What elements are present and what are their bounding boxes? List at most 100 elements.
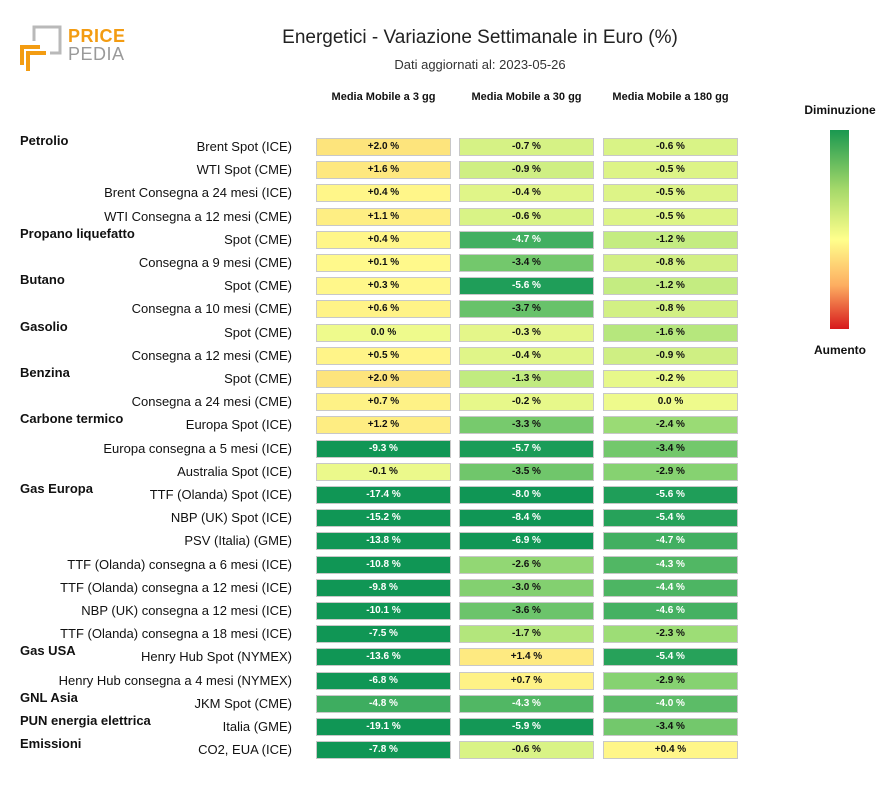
table-row: Consegna a 10 mesi (CME) +0.6 % -3.7 % -0.8… [0, 298, 760, 321]
table-row: WTI Spot (CME) +1.6 % -0.9 % -0.5 % [0, 159, 760, 182]
table-row: Australia Spot (ICE) -0.1 % -3.5 % -2.9 % [0, 461, 760, 484]
value-cell: -4.7 % [459, 230, 594, 249]
logo-mark [20, 25, 62, 71]
row-label: Europa consegna a 5 mesi (ICE) [103, 440, 292, 456]
table-row: Butano Spot (CME) +0.3 % -5.6 % -1.2 % [0, 272, 760, 298]
value-cell: +0.4 % [316, 184, 451, 203]
value-cell: -4.3 % [603, 555, 738, 574]
table-row: TTF (Olanda) consegna a 18 mesi (ICE) -7.… [0, 623, 760, 646]
table-row: PUN energia elettrica Italia (GME) -19.1 %… [0, 713, 760, 739]
value-cell: +0.3 % [316, 277, 451, 296]
table-row: GNL Asia JKM Spot (CME) -4.8 % -4.3 % -4.0 % [0, 689, 760, 716]
row-label: Spot (CME) [224, 324, 292, 340]
value-cell: -2.4 % [603, 416, 738, 435]
row-label: Consegna a 24 mesi (CME) [131, 394, 292, 410]
row-label: Consegna a 10 mesi (CME) [131, 301, 292, 317]
logo-text-pedia: PEDIA [68, 44, 125, 64]
value-cell: -3.4 % [603, 718, 738, 736]
value-cell: -0.4 % [459, 184, 594, 203]
value-cell: -5.9 % [459, 718, 594, 736]
row-label: TTF (Olanda) consegna a 12 mesi (ICE) [60, 579, 292, 595]
value-cell: +1.6 % [316, 161, 451, 180]
row-label: Spot (CME) [224, 371, 292, 386]
table-row: Propano liquefatto Spot (CME) +0.4 % -4.7 %… [0, 226, 760, 252]
value-cell: -3.4 % [459, 254, 594, 272]
value-cell: -0.1 % [316, 462, 451, 481]
table-row: TTF (Olanda) consegna a 6 mesi (ICE) -10.… [0, 554, 760, 577]
table-row: Consegna a 9 mesi (CME) +0.1 % -3.4 % -0.8 … [0, 252, 760, 275]
table-row: Europa consegna a 5 mesi (ICE) -9.3 % -5.7… [0, 438, 760, 461]
row-label: TTF (Olanda) Spot (ICE) [149, 487, 292, 502]
row-label: Consegna a 9 mesi (CME) [138, 255, 292, 270]
value-cell: -0.5 % [603, 184, 738, 203]
value-cell: +2.0 % [316, 370, 451, 388]
value-cell: -6.8 % [316, 671, 451, 690]
value-cell: -5.4 % [603, 648, 738, 667]
table-row: Consegna a 24 mesi (CME) +0.7 % -0.2 % 0.0 … [0, 391, 760, 414]
value-cell: -3.0 % [459, 578, 594, 597]
value-cell: 0.0 % [603, 393, 738, 412]
value-cell: -0.6 % [459, 207, 594, 226]
category-label: Emissioni [20, 736, 82, 752]
value-cell: +0.5 % [316, 346, 451, 365]
value-cell: -2.9 % [603, 671, 738, 690]
value-cell: -5.7 % [459, 439, 594, 458]
value-cell: -3.6 % [459, 602, 594, 620]
value-cell: -0.5 % [603, 161, 738, 180]
value-cell: -0.2 % [459, 393, 594, 412]
table-row: Gasolio Spot (CME) 0.0 % -0.3 % -1.6 % [0, 319, 760, 345]
value-cell: -7.5 % [316, 625, 451, 644]
value-cell: -2.6 % [459, 555, 594, 574]
row-label: Spot (CME) [224, 231, 292, 247]
value-cell: -1.2 % [603, 230, 738, 249]
value-cell: -6.9 % [459, 532, 594, 551]
logo-text-price: PRICE [68, 26, 126, 46]
value-cell: +1.4 % [459, 648, 594, 667]
table-row: TTF (Olanda) consegna a 12 mesi (ICE) -9.… [0, 577, 760, 600]
table-row: Brent Consegna a 24 mesi (ICE) +0.4 % -0.4… [0, 182, 760, 205]
value-cell: -0.8 % [603, 254, 738, 272]
value-cell: -10.8 % [316, 555, 451, 574]
value-cell: -4.7 % [603, 532, 738, 551]
value-cell: -3.3 % [459, 416, 594, 435]
value-cell: +2.0 % [316, 138, 451, 156]
legend-label-decrease: Diminuzione [804, 103, 876, 117]
value-cell: -1.7 % [459, 625, 594, 644]
value-cell: -3.5 % [459, 462, 594, 481]
row-label: PSV (Italia) (GME) [184, 533, 292, 549]
category-label: GNL Asia [20, 689, 78, 705]
value-cell: -9.8 % [316, 578, 451, 597]
value-cell: -5.6 % [459, 277, 594, 296]
value-cell: -0.8 % [603, 300, 738, 319]
value-cell: -0.4 % [459, 346, 594, 365]
row-label: JKM Spot (CME) [194, 695, 292, 711]
value-cell: -0.7 % [459, 138, 594, 156]
value-cell: -4.3 % [459, 694, 594, 713]
table-row: Consegna a 12 mesi (CME) +0.5 % -0.4 % -0.9… [0, 345, 760, 368]
value-cell: -4.8 % [316, 694, 451, 713]
category-label: Petrolio [20, 133, 69, 148]
row-label: NBP (UK) Spot (ICE) [170, 510, 292, 526]
table-row: NBP (UK) consegna a 12 mesi (ICE) -10.1 %… [0, 600, 760, 623]
row-label: TTF (Olanda) consegna a 18 mesi (ICE) [60, 626, 292, 642]
category-label: PUN energia elettrica [20, 713, 151, 728]
value-cell: -3.4 % [603, 439, 738, 458]
value-cell: -10.1 % [316, 602, 451, 620]
value-cell: -0.9 % [603, 346, 738, 365]
value-cell: +0.4 % [603, 741, 738, 760]
value-cell: -2.9 % [603, 462, 738, 481]
row-label: Henry Hub Spot (NYMEX) [141, 649, 292, 665]
value-cell: -0.2 % [603, 370, 738, 388]
value-cell: +0.7 % [459, 671, 594, 690]
row-label: Australia Spot (ICE) [177, 463, 292, 479]
row-label: Spot (CME) [224, 278, 292, 294]
row-label: WTI Consegna a 12 mesi (CME) [104, 208, 292, 224]
value-cell: +1.2 % [316, 416, 451, 435]
row-label: NBP (UK) consegna a 12 mesi (ICE) [81, 603, 292, 618]
value-cell: -4.6 % [603, 602, 738, 620]
value-cell: -1.6 % [603, 323, 738, 342]
table-row: WTI Consegna a 12 mesi (CME) +1.1 % -0.6 %… [0, 206, 760, 229]
value-cell: -5.4 % [603, 509, 738, 528]
table-row: PSV (Italia) (GME) -13.8 % -6.9 % -4.7 % [0, 530, 760, 553]
value-cell: -17.4 % [316, 486, 451, 504]
